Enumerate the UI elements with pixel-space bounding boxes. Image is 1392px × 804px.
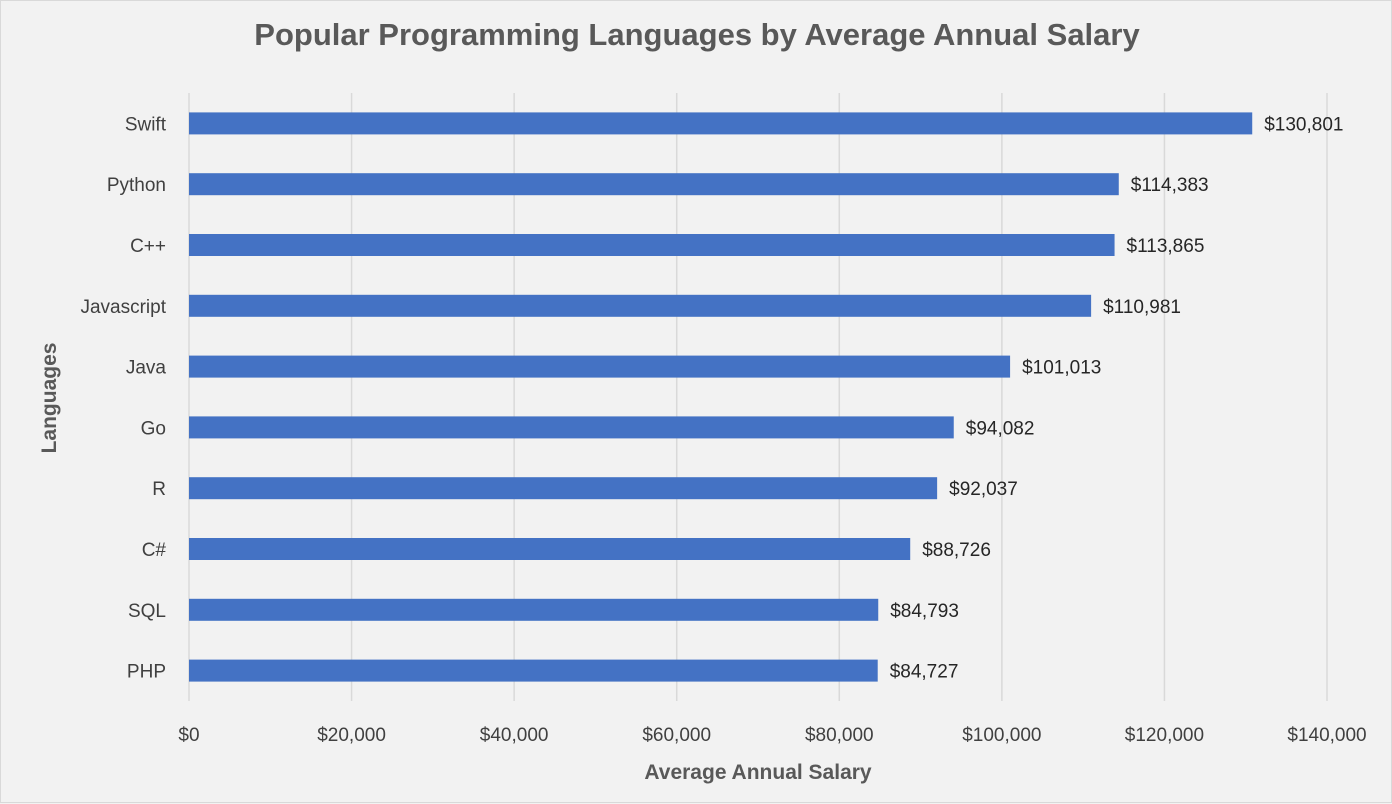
bar-php [189, 659, 878, 682]
data-label: $110,981 [1103, 297, 1181, 318]
category-label: Javascript [80, 297, 166, 318]
category-label: Go [141, 418, 166, 439]
bar-java [189, 355, 1011, 378]
data-label: $84,727 [890, 662, 959, 683]
x-tick-label: $120,000 [1125, 725, 1204, 746]
bar-sql [189, 598, 879, 621]
category-label: Swift [125, 114, 167, 135]
category-label: R [152, 479, 166, 500]
category-label: SQL [128, 601, 166, 622]
category-label: Java [126, 358, 167, 379]
bar-c- [189, 538, 911, 560]
category-label: PHP [127, 662, 166, 683]
x-tick-label: $40,000 [480, 725, 549, 746]
bar-c- [189, 234, 1115, 256]
x-tick-label: $0 [178, 725, 199, 746]
x-tick-label: $100,000 [962, 725, 1041, 746]
y-axis-title: Languages [38, 343, 61, 454]
bar-go [189, 416, 954, 439]
category-label: Python [107, 175, 166, 196]
data-label: $113,865 [1127, 236, 1205, 257]
category-label: C++ [130, 236, 166, 257]
x-tick-label: $80,000 [805, 725, 874, 746]
bar-swift [189, 112, 1253, 135]
data-label: $114,383 [1131, 175, 1209, 196]
data-labels: $130,801 $114,383 $113,865 $110,981 $101,013… [890, 114, 1344, 682]
bar-python [189, 173, 1119, 196]
bar-r [189, 477, 938, 500]
data-label: $92,037 [949, 479, 1018, 500]
y-axis-categories: Swift Python C++ Javascript Java Go R C# SQL PHP [80, 114, 166, 682]
category-label: C# [142, 540, 167, 561]
x-axis-ticks: $0 $20,000 $40,000 $60,000 $80,000 $100,000 $1… [178, 725, 1366, 746]
x-tick-label: $20,000 [317, 725, 386, 746]
data-label: $94,082 [966, 418, 1035, 439]
data-label: $84,793 [890, 601, 959, 622]
data-label: $88,726 [922, 540, 991, 561]
chart-title: Popular Programming Languages by Average… [254, 17, 1140, 52]
bar-javascript [189, 294, 1092, 317]
x-tick-label: $140,000 [1287, 725, 1366, 746]
bars [189, 112, 1253, 682]
x-tick-label: $60,000 [642, 725, 711, 746]
data-label: $130,801 [1264, 114, 1343, 135]
x-axis-title: Average Annual Salary [644, 761, 872, 784]
data-label: $101,013 [1022, 358, 1101, 379]
